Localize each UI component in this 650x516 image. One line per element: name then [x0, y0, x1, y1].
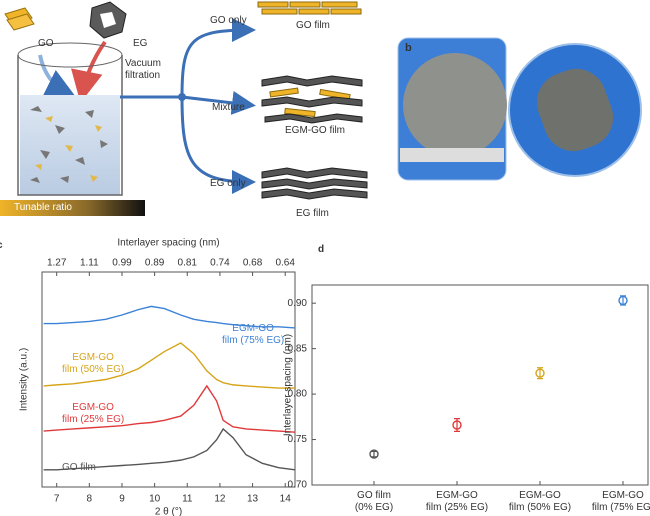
- curve-label: GO film: [62, 462, 96, 473]
- eg-label: EG: [133, 38, 148, 49]
- x-tick-label: 13: [247, 494, 259, 505]
- go-label: GO: [38, 38, 54, 49]
- y-tick-label: 0.85: [288, 343, 308, 354]
- curve-label: EGM-GO film (75% EG): [222, 323, 285, 346]
- beaker: [17, 55, 123, 196]
- curve: [43, 384, 296, 433]
- plot-frame: [311, 284, 649, 486]
- x-tick-label: 8: [87, 494, 93, 505]
- x-tick-label: 7: [54, 494, 60, 505]
- y-tick-label: 0.90: [288, 298, 308, 309]
- x-tick-label: EGM-GO film (75% EG): [591, 490, 650, 513]
- step-label: Vacuum filtration: [125, 58, 161, 81]
- rolled-film: [536, 68, 614, 152]
- x-tick-label: 10: [149, 494, 161, 505]
- x2-tick-label: 1.27: [47, 258, 67, 269]
- film-disc: [403, 53, 507, 157]
- curve: [43, 342, 295, 389]
- y-tick-label: 0.80: [288, 389, 308, 400]
- arrow: [181, 90, 256, 115]
- ruler: [400, 148, 504, 162]
- arrow: [71, 40, 107, 103]
- x2-tick-label: 0.81: [178, 258, 198, 269]
- point: [618, 295, 628, 306]
- x2-tick-label: 0.99: [112, 258, 132, 269]
- x-tick-label: EGM-GO film (25% EG): [425, 490, 489, 513]
- arrow: [180, 18, 256, 98]
- x2-tick-label: 0.89: [145, 258, 165, 269]
- product-label: EGM-GO film: [285, 125, 345, 136]
- curve-label: EGM-GO film (25% EG): [62, 402, 125, 425]
- x-tick-label: 14: [280, 494, 292, 505]
- y-axis-title: Intensity (a.u.): [19, 348, 30, 411]
- ratio-bar: [0, 200, 145, 216]
- plot-frame: [41, 271, 296, 488]
- ratio-label: Tunable ratio: [14, 202, 72, 213]
- x-tick-label: 9: [119, 494, 125, 505]
- curve: [43, 427, 296, 471]
- egm-go-film: [261, 75, 363, 124]
- photos: [397, 37, 642, 181]
- panel-label: d: [318, 244, 325, 255]
- x-tick-label: GO film (0% EG): [354, 490, 394, 513]
- go-icon: [6, 13, 35, 31]
- branch-condition: EG only: [210, 178, 246, 189]
- y-tick-label: 0.70: [288, 480, 308, 491]
- y-axis-title: Interlayer spacing (nm): [283, 334, 294, 436]
- x2-axis-title: Interlayer spacing (nm): [117, 238, 219, 249]
- panel-label: b: [405, 42, 412, 54]
- point: [452, 420, 462, 430]
- diagram: [0, 1, 368, 216]
- flakes: [35, 116, 102, 182]
- arrow: [180, 96, 256, 194]
- point: [535, 368, 545, 378]
- x2-tick-label: 0.64: [275, 258, 295, 269]
- x-tick-label: 12: [214, 494, 226, 505]
- go-film: [257, 1, 362, 15]
- eg-icon: [100, 12, 116, 28]
- branch-condition: Mixture: [212, 102, 245, 113]
- product-label: EG film: [296, 208, 329, 219]
- error-bar: [371, 450, 377, 458]
- x-tick-label: EGM-GO film (50% EG): [508, 490, 572, 513]
- panel-label: c: [0, 240, 3, 252]
- x2-tick-label: 0.74: [210, 258, 230, 269]
- branch-condition: GO only: [210, 15, 247, 26]
- x2-tick-label: 1.11: [80, 258, 99, 269]
- x-axis-title: 2 θ (°): [155, 507, 182, 516]
- eg-film: [261, 167, 368, 200]
- beaker-rim: [17, 42, 123, 68]
- x-tick-label: 11: [182, 494, 193, 505]
- arrow: [38, 54, 78, 99]
- x2-tick-label: 0.68: [243, 258, 263, 269]
- y-tick-label: 0.75: [288, 434, 308, 445]
- curve: [43, 305, 296, 329]
- point: [369, 449, 379, 459]
- curve-label: EGM-GO film (50% EG): [62, 352, 125, 375]
- product-label: GO film: [296, 20, 330, 31]
